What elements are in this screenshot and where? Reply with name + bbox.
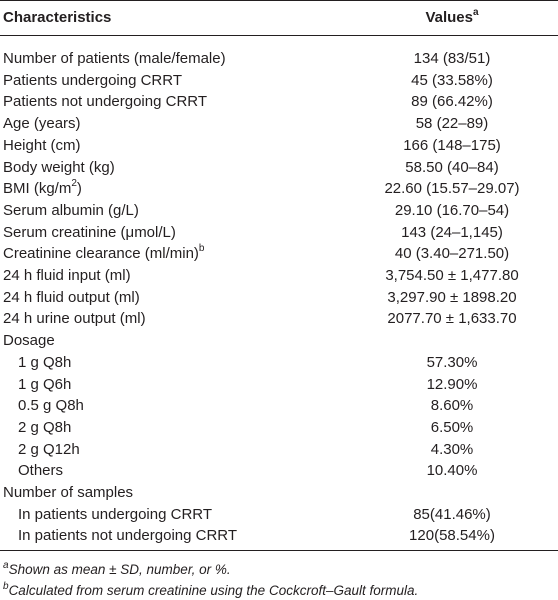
label-text: Creatinine clearance (ml/min) — [3, 245, 199, 263]
label-text: Height (cm) — [3, 136, 81, 154]
row-value: 29.10 (16.70–54) — [394, 201, 510, 219]
label-text: 24 h urine output (ml) — [3, 310, 146, 328]
label-text: 2 g Q12h — [18, 440, 80, 458]
label-text: 24 h fluid output (ml) — [3, 288, 140, 306]
row-label: 1 g Q8h — [18, 353, 71, 373]
row-label: Patients not undergoing CRRT — [3, 92, 207, 112]
label-text: Serum albumin (g/L) — [3, 201, 139, 219]
label-text: 0.5 g Q8h — [18, 397, 84, 415]
row-label: 24 h urine output (ml) — [3, 309, 146, 329]
row-value: 8.60% — [430, 397, 474, 415]
row-value: 45 (33.58%) — [411, 71, 493, 89]
row-label: Body weight (kg) — [3, 158, 115, 178]
label-text: Body weight (kg) — [3, 158, 115, 176]
row-label: Others — [18, 461, 63, 481]
footnote-text: Calculated from serum creatinine using t… — [8, 583, 419, 598]
label-sup: 2 — [71, 178, 77, 190]
label-text: Patients undergoing CRRT — [3, 71, 182, 89]
header-values-text: Values — [425, 9, 473, 26]
row-label: 2 g Q8h — [18, 418, 71, 438]
row-value: 57.30% — [426, 353, 478, 371]
row-value: 120(58.54%) — [409, 527, 495, 545]
label-text: 2 g Q8h — [18, 418, 72, 436]
row-label: Serum albumin (g/L) — [3, 201, 139, 221]
label-text: Age (years) — [3, 115, 81, 133]
bottom-rule — [0, 550, 558, 551]
footnote-text: Shown as mean ± SD, number, or %. — [8, 562, 231, 577]
row-value: 40 (3.40–271.50) — [394, 245, 510, 263]
row-value: 58 (22–89) — [415, 115, 489, 133]
row-value: 134 (83/51) — [413, 50, 491, 67]
row-value: 22.60 (15.57–29.07) — [384, 180, 520, 198]
label-text: In patients not undergoing CRRT — [18, 527, 238, 545]
row-label: BMI (kg/m2) — [3, 179, 82, 199]
row-label: 1 g Q6h — [18, 375, 71, 395]
label-text: BMI (kg/m — [3, 180, 72, 198]
row-value: 89 (66.42%) — [411, 93, 493, 111]
label-text: Patients not undergoing CRRT — [3, 93, 208, 111]
label-after: ) — [76, 180, 82, 198]
group-title: Number of samples — [3, 484, 134, 501]
row-value: 12.90% — [426, 375, 478, 393]
row-label: Height (cm) — [3, 136, 81, 156]
label-text: 1 g Q8h — [18, 353, 72, 371]
label-text: Serum creatinine (μmol/L) — [3, 223, 176, 241]
row-label: 24 h fluid output (ml) — [3, 288, 140, 308]
row-value: 10.40% — [426, 462, 478, 480]
label-sup: b — [198, 243, 205, 255]
row-value: 3,297.90 ± 1898.20 — [387, 288, 517, 306]
row-label: Age (years) — [3, 114, 81, 134]
header-values: Valuesa — [425, 8, 478, 28]
row-value: 2077.70 ± 1,633.70 — [387, 310, 517, 328]
header-rule — [0, 35, 558, 36]
row-value: 3,754.50 ± 1,477.80 — [385, 267, 519, 284]
group-title: Dosage — [3, 332, 55, 350]
row-label: In patients not undergoing CRRT — [18, 526, 237, 546]
footnote: bCalculated from serum creatinine using … — [3, 581, 418, 600]
label-text: Others — [18, 462, 64, 480]
label-text: 1 g Q6h — [18, 375, 72, 393]
row-value: 166 (148–175) — [403, 136, 501, 154]
header-values-sup: a — [472, 7, 479, 18]
footnote: aShown as mean ± SD, number, or %. — [3, 560, 231, 580]
row-label: 24 h fluid input (ml) — [3, 266, 131, 286]
row-label: Creatinine clearance (ml/min)b — [3, 244, 204, 264]
row-label: Patients undergoing CRRT — [3, 71, 182, 91]
top-rule — [0, 0, 558, 1]
row-label: Serum creatinine (μmol/L) — [3, 223, 176, 243]
row-label: In patients undergoing CRRT — [18, 505, 212, 525]
row-value: 58.50 (40–84) — [405, 158, 499, 176]
row-value: 85(41.46%) — [413, 505, 491, 523]
footnote-marker: a — [3, 559, 9, 571]
row-label: 2 g Q12h — [18, 440, 80, 460]
label-text: 24 h fluid input (ml) — [3, 267, 131, 284]
header-characteristics: Characteristics — [3, 9, 112, 26]
label-text: In patients undergoing CRRT — [18, 505, 213, 523]
row-value: 143 (24–1,145) — [401, 223, 503, 241]
row-label: 0.5 g Q8h — [18, 396, 84, 416]
row-label: Number of patients (male/female) — [3, 49, 226, 69]
footnote-marker: b — [3, 580, 9, 592]
label-text: Number of patients (male/female) — [3, 50, 226, 67]
row-value: 4.30% — [430, 440, 474, 458]
row-value: 6.50% — [430, 418, 474, 436]
